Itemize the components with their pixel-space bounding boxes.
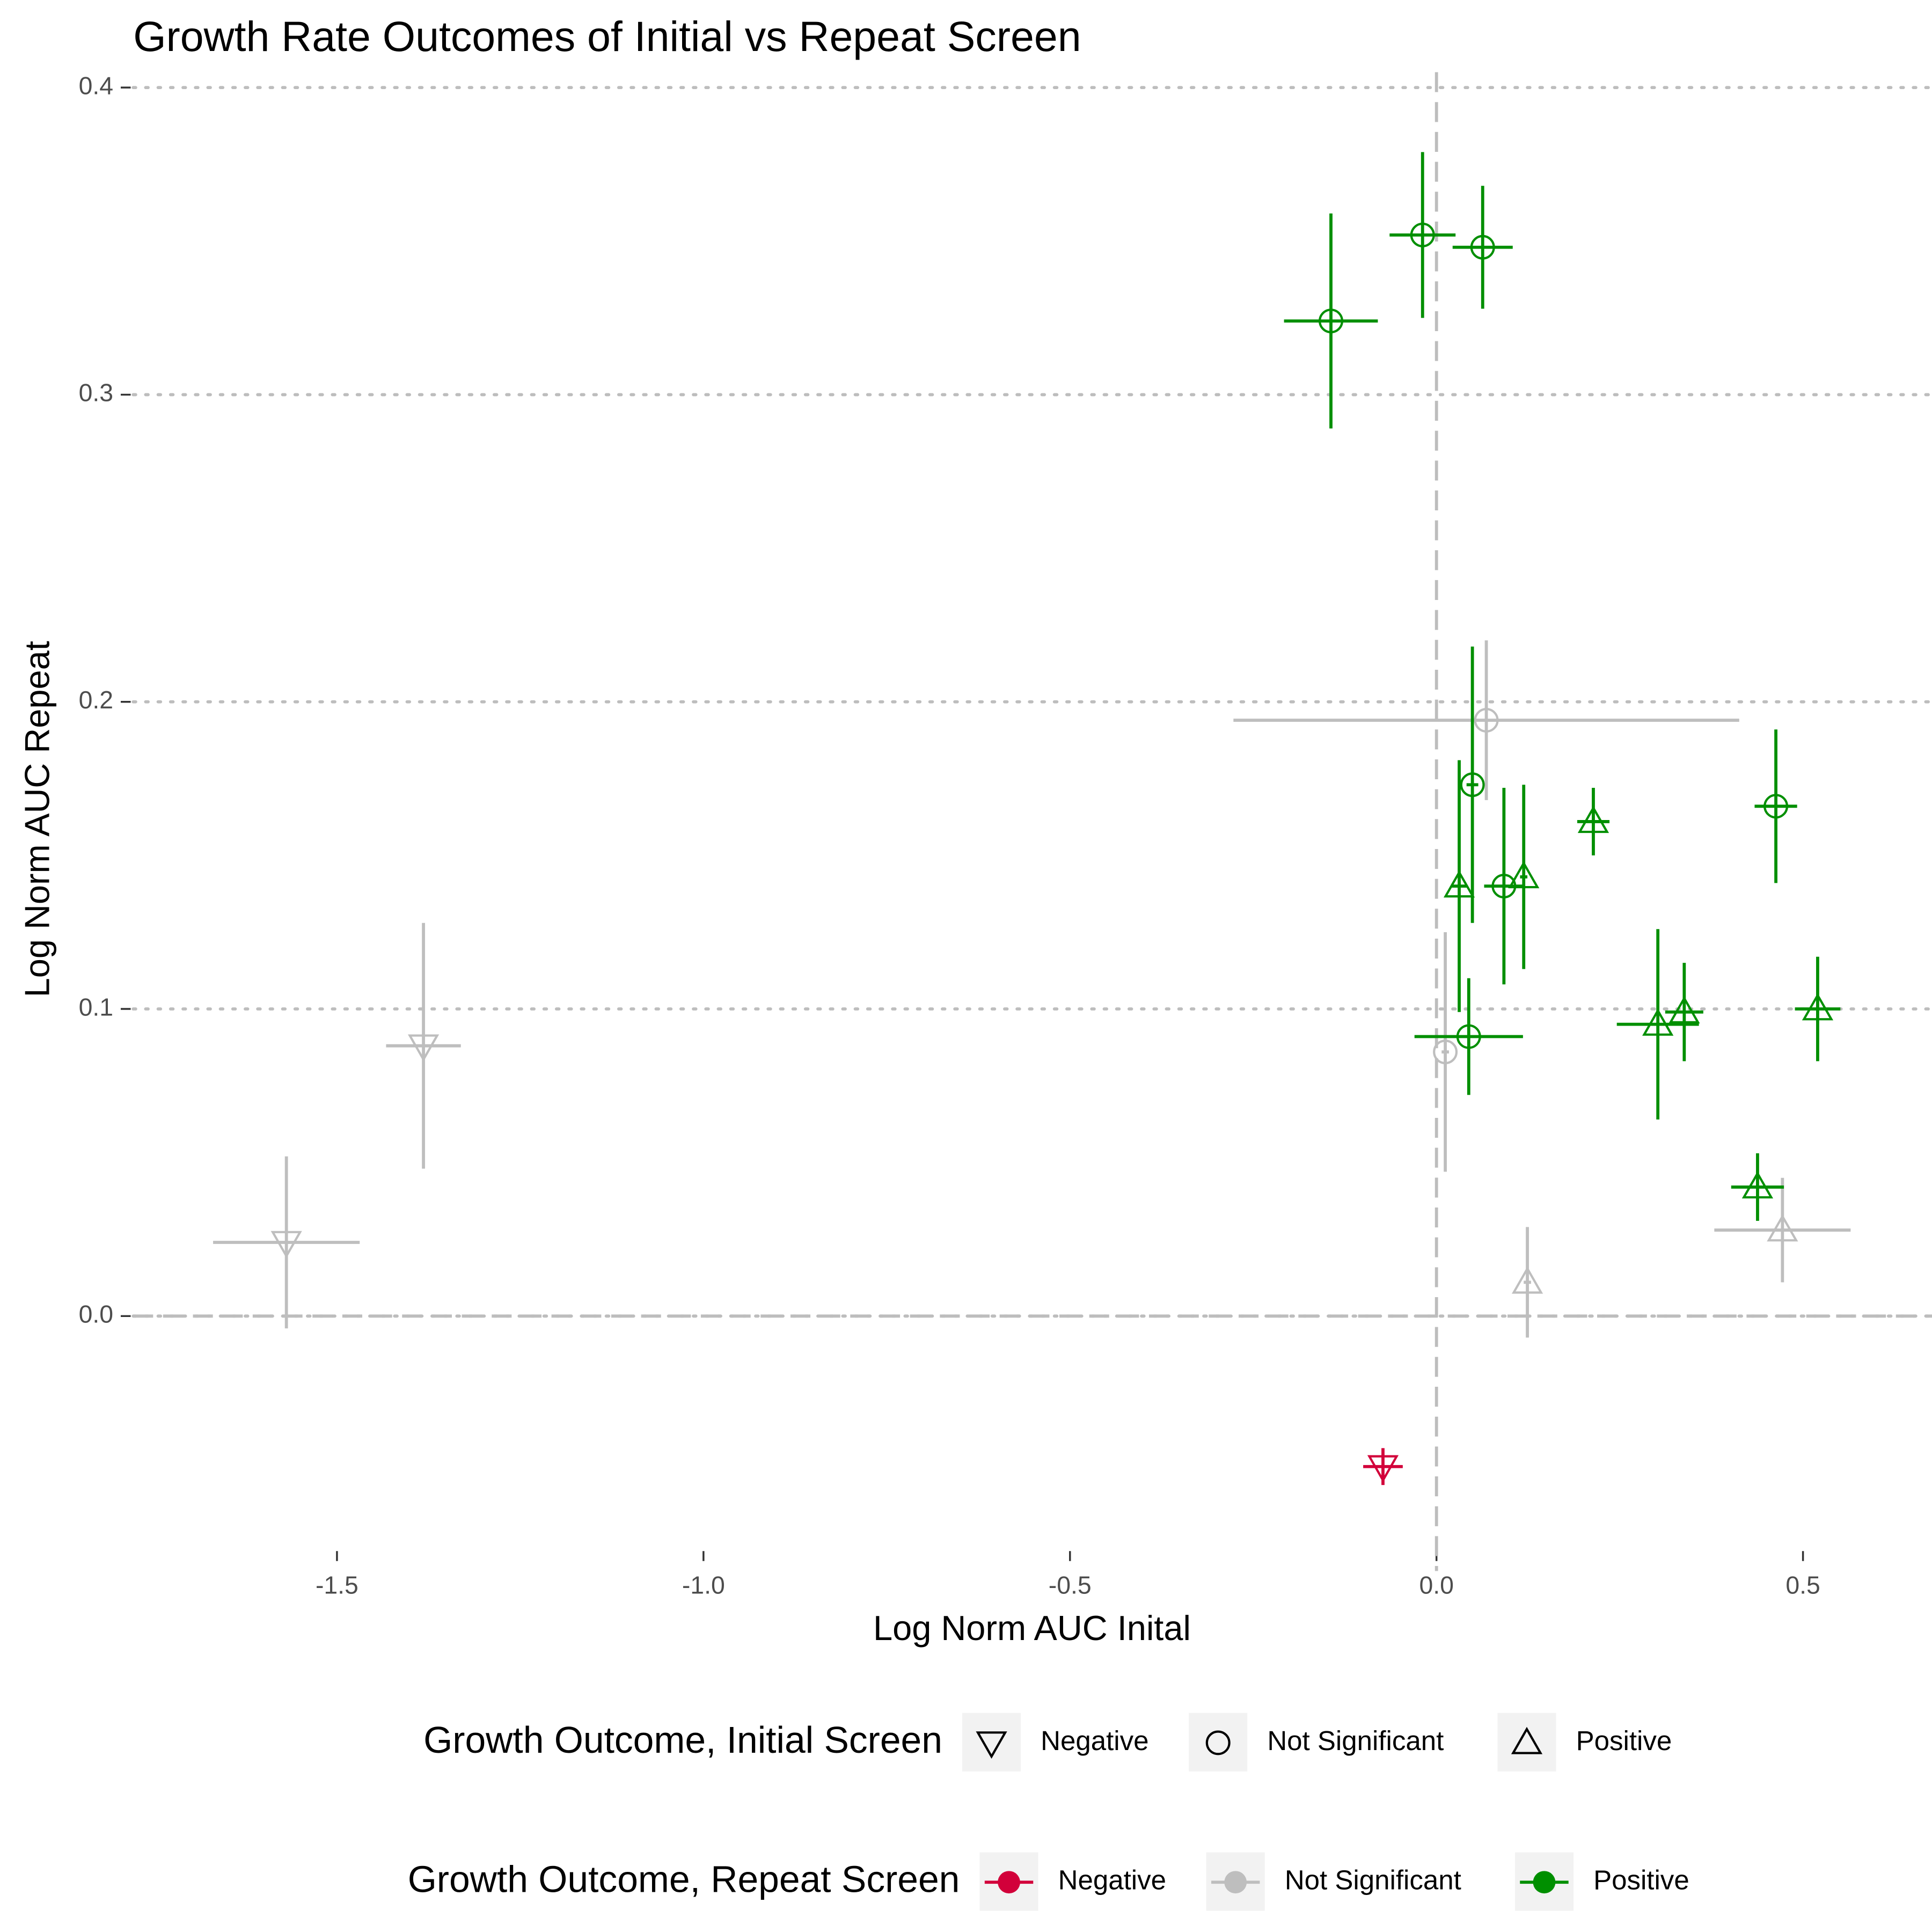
point: [1474, 708, 1499, 733]
point: [1763, 794, 1789, 819]
legend-symbol: [1205, 1730, 1231, 1755]
chart-title: Growth Rate Outcomes of Initial vs Repea…: [133, 13, 1081, 60]
legend-label: Negative: [1058, 1865, 1166, 1896]
y-tick-label: 0.3: [79, 379, 113, 407]
point: [1577, 806, 1609, 833]
legend-label: Not Significant: [1267, 1725, 1444, 1756]
y-axis-title: Log Norm AUC Repeat: [17, 641, 56, 997]
point: [270, 1231, 302, 1258]
legend-title: Growth Outcome, Repeat Screen: [408, 1858, 960, 1900]
point: [1410, 222, 1435, 247]
point: [1668, 996, 1700, 1023]
y-tick-label: 0.0: [79, 1300, 113, 1328]
point: [1433, 1040, 1458, 1065]
legend-label: Positive: [1593, 1865, 1689, 1896]
legend-dot: [1224, 1871, 1247, 1894]
legend-key: [1497, 1713, 1556, 1772]
legend-label: Not Significant: [1285, 1865, 1461, 1896]
legend-key: [1189, 1713, 1248, 1772]
point: [1511, 1266, 1543, 1294]
x-tick-label: -0.5: [1049, 1571, 1092, 1599]
x-tick-label: -1.0: [682, 1571, 725, 1599]
legend-dot: [1533, 1871, 1556, 1894]
legend-label: Negative: [1041, 1725, 1148, 1756]
legend-title: Growth Outcome, Initial Screen: [423, 1719, 942, 1761]
point: [1460, 772, 1485, 797]
y-tick-label: 0.1: [79, 993, 113, 1021]
legend-dot: [998, 1871, 1020, 1894]
point: [407, 1034, 440, 1062]
point: [1508, 861, 1540, 889]
point: [1456, 1024, 1481, 1049]
x-axis-title: Log Norm AUC Inital: [873, 1608, 1191, 1648]
x-tick-label: -1.5: [316, 1571, 358, 1599]
legend-key: [962, 1713, 1021, 1772]
point: [1741, 1171, 1774, 1199]
legend-label: Positive: [1576, 1725, 1672, 1756]
point: [1470, 235, 1495, 260]
point: [1367, 1455, 1399, 1483]
x-tick-label: 0.0: [1419, 1571, 1453, 1599]
legend-symbol: [976, 1731, 1007, 1759]
y-tick-label: 0.4: [79, 71, 113, 99]
legend-symbol: [1511, 1726, 1543, 1754]
x-tick-label: 0.5: [1785, 1571, 1820, 1599]
point: [1319, 309, 1343, 334]
point: [1802, 993, 1834, 1021]
point: [1767, 1214, 1798, 1242]
y-tick-label: 0.2: [79, 686, 113, 714]
point: [1642, 1008, 1674, 1036]
point: [1443, 870, 1475, 898]
